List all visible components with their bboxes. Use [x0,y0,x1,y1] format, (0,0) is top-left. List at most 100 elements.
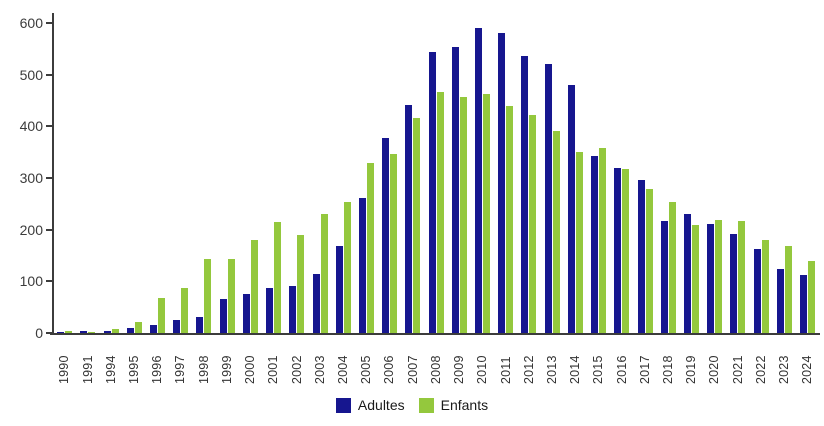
bar-group-2023 [773,23,796,333]
bar-enfants-1991 [88,332,96,333]
bar-enfants-2015 [599,148,607,333]
bar-enfants-2023 [784,246,792,333]
x-label-2019: 2019 [684,355,699,384]
bar-adultes-2019 [684,214,692,333]
x-label-2014: 2014 [568,355,583,384]
bar-enfants-1998 [204,259,212,333]
enfants-color-swatch [418,397,434,413]
x-label-cell-2004: 2004 [332,340,355,384]
bar-enfants-1994 [111,329,119,333]
x-label-2018: 2018 [661,355,676,384]
bar-adultes-2011 [498,33,506,333]
bar-group-2019 [680,23,703,333]
bar-adultes-2010 [475,28,483,333]
y-axis-line [52,13,54,334]
bar-group-2007 [401,23,424,333]
bar-group-2016 [610,23,633,333]
bar-group-2014 [564,23,587,333]
x-label-2011: 2011 [498,356,513,384]
x-label-cell-2005: 2005 [355,340,378,384]
x-label-1991: 1991 [80,355,95,384]
x-label-1990: 1990 [57,355,72,384]
bar-enfants-2010 [483,94,491,333]
bar-group-2006 [378,23,401,333]
x-label-2024: 2024 [800,355,815,384]
y-tick-400 [46,125,53,128]
x-label-cell-2009: 2009 [448,340,471,384]
x-label-2017: 2017 [637,355,652,384]
x-label-cell-2023: 2023 [773,340,796,384]
x-label-cell-2012: 2012 [517,340,540,384]
x-label-cell-2014: 2014 [564,340,587,384]
bar-adultes-2022 [753,249,761,333]
x-label-cell-2017: 2017 [633,340,656,384]
bar-enfants-1995 [134,322,142,333]
x-label-2003: 2003 [312,355,327,384]
bar-adultes-2005 [358,198,366,333]
y-tick-label-500: 500 [19,66,43,83]
x-label-cell-2013: 2013 [541,340,564,384]
x-label-2008: 2008 [428,355,443,384]
bar-enfants-1999 [227,259,235,333]
bar-adultes-2020 [707,224,715,333]
bar-adultes-2012 [521,56,529,333]
x-label-2012: 2012 [521,355,536,384]
bar-group-2022 [750,23,773,333]
x-label-cell-2011: 2011 [494,340,517,384]
x-label-2010: 2010 [475,355,490,384]
bar-group-1996 [146,23,169,333]
x-label-1996: 1996 [150,355,165,384]
x-label-2002: 2002 [289,355,304,384]
bar-adultes-1997 [173,320,181,333]
bar-enfants-2002 [297,235,305,333]
x-label-cell-1991: 1991 [76,340,99,384]
x-label-2009: 2009 [452,355,467,384]
bar-adultes-2008 [428,52,436,333]
x-label-2022: 2022 [753,355,768,384]
x-label-2006: 2006 [382,355,397,384]
x-label-cell-2001: 2001 [262,340,285,384]
bar-enfants-2003 [320,214,328,333]
bar-group-2012 [517,23,540,333]
bar-enfants-2016 [622,169,630,333]
x-label-1994: 1994 [103,355,118,384]
legend-label-adultes: Adultes [357,397,405,413]
bar-group-2024 [796,23,819,333]
bar-group-2011 [494,23,517,333]
x-label-2013: 2013 [544,355,559,384]
bar-adultes-2002 [289,286,297,333]
bar-group-1995 [123,23,146,333]
bar-enfants-1997 [181,288,189,333]
bar-adultes-2003 [312,274,320,333]
y-tick-200 [46,228,53,231]
x-label-cell-2002: 2002 [285,340,308,384]
y-tick-label-0: 0 [35,325,43,341]
x-label-cell-2016: 2016 [610,340,633,384]
bar-adultes-2006 [382,138,390,333]
x-label-1995: 1995 [127,355,142,384]
x-label-2021: 2021 [730,355,745,384]
x-label-2004: 2004 [335,355,350,384]
bar-group-2004 [332,23,355,333]
bar-adultes-2000 [242,294,250,333]
x-label-cell-2007: 2007 [401,340,424,384]
bar-enfants-2024 [808,261,816,333]
x-label-cell-2022: 2022 [750,340,773,384]
bar-enfants-2000 [250,240,258,333]
x-label-2023: 2023 [777,355,792,384]
y-tick-100 [46,280,53,283]
bar-enfants-2004 [343,202,351,333]
x-label-2015: 2015 [591,355,606,384]
bar-group-1998 [192,23,215,333]
x-label-1998: 1998 [196,355,211,384]
x-label-cell-1996: 1996 [146,340,169,384]
bar-enfants-2006 [390,154,398,333]
legend-item-adultes: Adultes [335,397,405,413]
legend-label-enfants: Enfants [440,397,489,413]
bar-adultes-2023 [776,269,784,333]
bar-enfants-2007 [413,118,421,333]
x-label-2016: 2016 [614,355,629,384]
bar-adultes-2014 [567,85,575,333]
bar-adultes-2013 [544,64,552,333]
